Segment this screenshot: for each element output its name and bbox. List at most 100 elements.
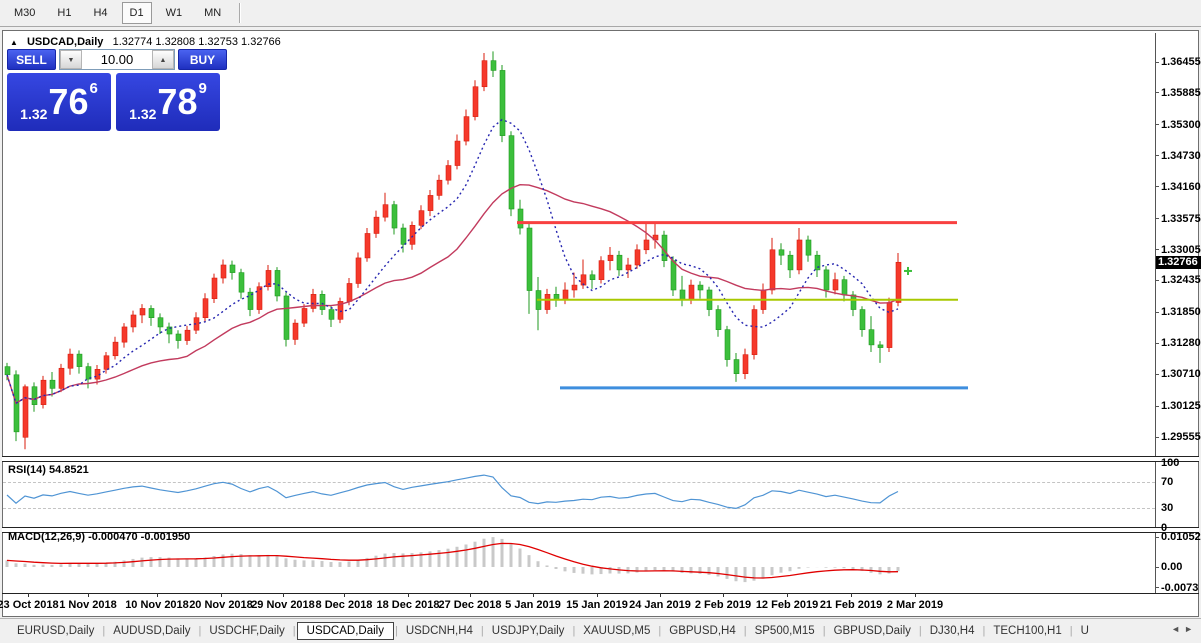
candle	[544, 294, 551, 310]
candle	[4, 366, 11, 376]
candle	[49, 379, 56, 389]
macd-histogram-bar	[122, 560, 126, 567]
collapse-icon[interactable]: ▲	[10, 38, 18, 47]
candle	[382, 204, 389, 218]
tab-separator: |	[658, 625, 662, 637]
macd-histogram-bar	[833, 567, 837, 568]
timeframe-tab-h1[interactable]: H1	[57, 7, 72, 19]
date-axis-label: 12 Feb 2019	[755, 599, 819, 611]
candle	[508, 135, 515, 210]
tab-separator: |	[102, 625, 106, 637]
candle	[607, 254, 614, 261]
tab-separator: |	[394, 625, 398, 637]
symbol-tab-xauusd-m5[interactable]: XAUUSD,M5	[583, 625, 651, 637]
symbol-tab-u[interactable]: U	[1080, 625, 1089, 637]
candle	[670, 260, 677, 291]
symbol-tab-usdcnh-h4[interactable]: USDCNH,H4	[405, 625, 473, 637]
ma-slow-line	[6, 183, 899, 405]
sell-price-tile[interactable]: 1.32 76 6	[7, 73, 111, 131]
candle	[589, 274, 596, 280]
date-axis-label: 2 Feb 2019	[694, 599, 752, 611]
candle	[850, 294, 857, 310]
price-axis-label: 1.32435	[1161, 274, 1201, 287]
symbol-tab-sp500-m15[interactable]: SP500,M15	[754, 625, 815, 637]
tab-separator: |	[480, 625, 484, 637]
candle	[130, 314, 137, 328]
candle	[139, 308, 146, 316]
tab-scroll-left-icon[interactable]: ◄	[1171, 624, 1185, 634]
pane-splitter-rsi[interactable]	[2, 456, 1199, 462]
candle	[751, 309, 758, 355]
rsi-line	[6, 474, 899, 510]
candle	[391, 204, 398, 229]
candle	[787, 254, 794, 271]
macd-label: MACD(12,26,9) -0.000470 -0.001950	[8, 531, 191, 543]
macd-histogram-bar	[14, 563, 18, 567]
price-axis-label: 1.35885	[1161, 86, 1201, 99]
macd-histogram-bar	[347, 561, 351, 567]
symbol-tab-usdchf-daily[interactable]: USDCHF,Daily	[209, 625, 285, 637]
macd-histogram-bar	[896, 567, 900, 572]
macd-histogram-bar	[257, 555, 261, 567]
macd-histogram-bar	[266, 554, 270, 567]
volume-increase-icon[interactable]: ▲	[152, 50, 174, 69]
volume-input[interactable]	[82, 50, 152, 69]
date-axis-label: 20 Nov 2018	[189, 599, 253, 611]
candle	[814, 254, 821, 271]
timeframe-tab-mn[interactable]: MN	[204, 7, 222, 19]
timeframe-tab-h4[interactable]: H4	[93, 7, 108, 19]
candle	[805, 239, 812, 256]
symbol-tab-usdcad-daily[interactable]: USDCAD,Daily	[296, 622, 394, 640]
macd-histogram-bar	[680, 567, 684, 573]
sell-button[interactable]: SELL	[7, 49, 56, 70]
macd-histogram-bar	[320, 561, 324, 567]
date-axis-label: 21 Feb 2019	[819, 599, 883, 611]
date-axis-tick	[851, 593, 852, 597]
timeframe-tab-d1[interactable]: D1	[121, 2, 152, 24]
price-axis-label: 1.33575	[1161, 212, 1201, 225]
symbol-tab-gbpusd-h4[interactable]: GBPUSD,H4	[669, 625, 736, 637]
macd-histogram-bar	[356, 560, 360, 567]
macd-histogram-bar	[455, 546, 459, 567]
symbol-tab-audusd-daily[interactable]: AUDUSD,Daily	[113, 625, 191, 637]
candle	[337, 301, 344, 320]
symbol-tab-dj30-h4[interactable]: DJ30,H4	[929, 625, 975, 637]
macd-histogram-bar	[788, 567, 792, 572]
buy-price-tile[interactable]: 1.32 78 9	[116, 73, 220, 131]
candle	[715, 309, 722, 330]
symbol-tab-tech100-h1[interactable]: TECH100,H1	[993, 625, 1062, 637]
symbol-tab-eurusd-daily[interactable]: EURUSD,Daily	[17, 625, 95, 637]
candle	[436, 179, 443, 196]
timeframe-tab-m30[interactable]: M30	[14, 7, 36, 19]
price-axis-tick	[1155, 249, 1159, 250]
candle	[841, 279, 848, 296]
macd-histogram-bar	[167, 557, 171, 567]
macd-histogram-bar	[41, 564, 45, 567]
macd-histogram-bar	[761, 567, 765, 579]
macd-histogram-bar	[32, 564, 36, 567]
symbol-tab-gbpusd-daily[interactable]: GBPUSD,Daily	[833, 625, 911, 637]
toolbar-separator	[239, 3, 242, 23]
rsi-level-line	[3, 508, 1155, 509]
macd-axis-tick	[1155, 587, 1159, 589]
macd-histogram-bar	[419, 552, 423, 567]
candle	[310, 294, 317, 309]
tab-scroll-right-icon[interactable]: ►	[1184, 624, 1197, 634]
macd-histogram-bar	[149, 557, 153, 567]
pane-splitter-macd[interactable]	[2, 527, 1199, 533]
buy-button[interactable]: BUY	[178, 49, 227, 70]
macd-level-label: 0.00	[1161, 561, 1183, 573]
timeframe-tab-w1[interactable]: W1	[165, 7, 183, 19]
macd-histogram-bar	[104, 562, 108, 567]
macd-histogram-bar	[653, 567, 657, 571]
candle	[769, 249, 776, 291]
candle	[256, 286, 263, 310]
tab-separator: |	[822, 625, 826, 637]
macd-level-label: 0.010525	[1161, 531, 1201, 543]
macd-histogram-bar	[842, 567, 846, 569]
symbol-tab-usdjpy-daily[interactable]: USDJPY,Daily	[491, 625, 565, 637]
volume-decrease-icon[interactable]: ▼	[60, 50, 82, 69]
candle	[31, 386, 38, 405]
candle	[355, 257, 362, 284]
